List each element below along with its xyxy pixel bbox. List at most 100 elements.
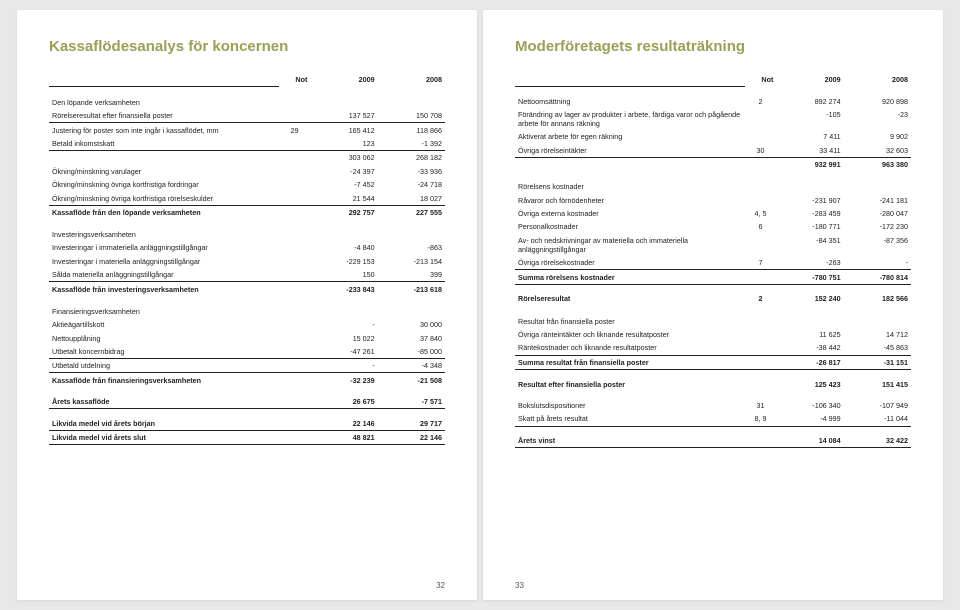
row-y1: 165 412 xyxy=(310,123,377,137)
section-header: Rörelsens kostnader xyxy=(515,171,911,193)
row-not: 2 xyxy=(745,94,777,107)
row-label: Investeringar i immateriella anläggnings… xyxy=(49,241,279,254)
row-y2: -780 814 xyxy=(844,270,911,284)
row-not xyxy=(279,431,311,445)
row-y2: -24 718 xyxy=(378,178,445,191)
row-not xyxy=(279,205,311,219)
row-not xyxy=(745,108,777,130)
row-label: Skatt på årets resultat xyxy=(515,412,745,426)
row-not xyxy=(279,331,311,344)
row-label: Rörelseresultat xyxy=(515,292,745,305)
row-not xyxy=(745,234,777,256)
row-y1: - xyxy=(310,359,377,373)
row-y1: 137 527 xyxy=(310,109,377,123)
row-label: Betald inkomstskatt xyxy=(49,137,279,151)
row-not xyxy=(279,282,311,296)
row-not xyxy=(279,178,311,191)
row-not: 8, 9 xyxy=(745,412,777,426)
col-y2: 2008 xyxy=(844,73,911,86)
row-y1: -106 340 xyxy=(776,399,843,412)
row-y2: -107 949 xyxy=(844,399,911,412)
row-not xyxy=(279,151,311,165)
right-title: Moderföretagets resultaträkning xyxy=(515,38,911,55)
row-y1: -47 261 xyxy=(310,345,377,359)
row-not xyxy=(745,355,777,369)
row-y2: -33 936 xyxy=(378,165,445,178)
left-table: Not20092008Den löpande verksamhetenRörel… xyxy=(49,73,445,445)
row-y1: -780 751 xyxy=(776,270,843,284)
row-not: 31 xyxy=(745,399,777,412)
row-y2: 22 146 xyxy=(378,431,445,445)
row-y1: -38 442 xyxy=(776,341,843,355)
row-not xyxy=(279,359,311,373)
row-not: 2 xyxy=(745,292,777,305)
row-label: Likvida medel vid årets slut xyxy=(49,431,279,445)
row-not xyxy=(279,137,311,151)
row-y2: -87 356 xyxy=(844,234,911,256)
row-label: Aktieägartillskott xyxy=(49,318,279,331)
row-label: Resultat efter finansiella poster xyxy=(515,377,745,390)
row-y2: -1 392 xyxy=(378,137,445,151)
section-header: Investeringsverksamheten xyxy=(49,219,445,241)
row-label: Nettoomsättning xyxy=(515,94,745,107)
row-label: Personalkostnader xyxy=(515,220,745,233)
row-y2: -23 xyxy=(844,108,911,130)
row-not: 6 xyxy=(745,220,777,233)
row-label: Summa rörelsens kostnader xyxy=(515,270,745,284)
row-y1: -84 351 xyxy=(776,234,843,256)
row-not xyxy=(279,395,311,409)
row-y2: -863 xyxy=(378,241,445,254)
row-y2: 32 422 xyxy=(844,434,911,448)
row-label: Aktiverat arbete för egen räkning xyxy=(515,130,745,143)
left-page-number: 32 xyxy=(436,581,445,590)
row-y1: - xyxy=(310,318,377,331)
row-y2: 118 866 xyxy=(378,123,445,137)
row-not xyxy=(745,130,777,143)
row-label: Övriga ränteintäkter och liknande result… xyxy=(515,328,745,341)
row-y2: -213 154 xyxy=(378,255,445,268)
row-y2: 150 708 xyxy=(378,109,445,123)
row-not xyxy=(745,193,777,206)
row-not xyxy=(279,165,311,178)
row-y2: -213 618 xyxy=(378,282,445,296)
row-y1: -263 xyxy=(776,256,843,270)
row-y1: -24 397 xyxy=(310,165,377,178)
row-y1: -7 452 xyxy=(310,178,377,191)
row-y2: 182 566 xyxy=(844,292,911,305)
row-label: Förändring av lager av produkter i arbet… xyxy=(515,108,745,130)
row-y2: 920 898 xyxy=(844,94,911,107)
row-label: Övriga rörelsekostnader xyxy=(515,256,745,270)
row-y1: 123 xyxy=(310,137,377,151)
row-not xyxy=(279,241,311,254)
row-not xyxy=(745,270,777,284)
col-not: Not xyxy=(745,73,777,86)
row-y2: -4 348 xyxy=(378,359,445,373)
col-y1: 2009 xyxy=(776,73,843,86)
row-y1: -229 153 xyxy=(310,255,377,268)
row-y2: 18 027 xyxy=(378,191,445,205)
row-label: Råvaror och förnödenheter xyxy=(515,193,745,206)
row-y1: 7 411 xyxy=(776,130,843,143)
row-label xyxy=(49,151,279,165)
section-header: Finansieringsverksamheten xyxy=(49,296,445,318)
page-spread: Kassaflödesanalys för koncernen Not20092… xyxy=(13,6,947,604)
section-header: Den löpande verksamheten xyxy=(49,86,445,109)
row-y1: -231 907 xyxy=(776,193,843,206)
right-table: Not20092008Nettoomsättning2892 274920 89… xyxy=(515,73,911,448)
section-header: Resultat från finansiella poster xyxy=(515,306,911,328)
left-title: Kassaflödesanalys för koncernen xyxy=(49,38,445,55)
col-y1: 2009 xyxy=(310,73,377,86)
row-label: Investeringar i materiella anläggningsti… xyxy=(49,255,279,268)
row-label: Justering för poster som inte ingår i ka… xyxy=(49,123,279,137)
row-label: Summa resultat från finansiella poster xyxy=(515,355,745,369)
row-label: Utbetalt koncernbidrag xyxy=(49,345,279,359)
row-y1: 11 625 xyxy=(776,328,843,341)
row-y2: - xyxy=(844,256,911,270)
row-y1: 26 675 xyxy=(310,395,377,409)
row-not xyxy=(279,373,311,387)
row-y1: 21 544 xyxy=(310,191,377,205)
right-tbody: Not20092008Nettoomsättning2892 274920 89… xyxy=(515,73,911,448)
row-label: Årets kassaflöde xyxy=(49,395,279,409)
right-page-number: 33 xyxy=(515,581,524,590)
row-y2: 151 415 xyxy=(844,377,911,390)
